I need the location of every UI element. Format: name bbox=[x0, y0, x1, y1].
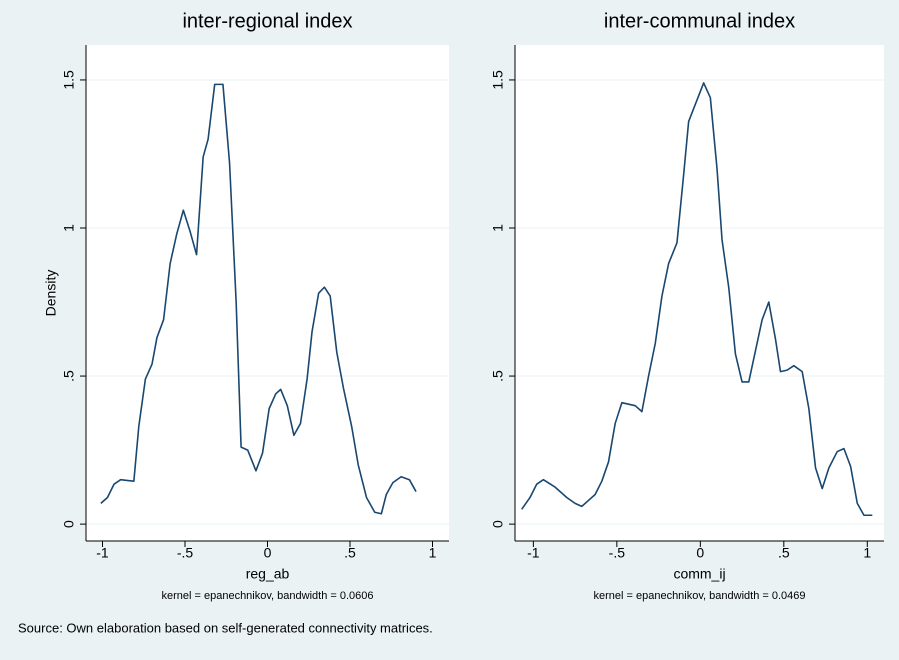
x-tick-label: .5 bbox=[778, 545, 790, 561]
x-tick-label: 1 bbox=[429, 545, 437, 561]
chart-note: kernel = epanechnikov, bandwidth = 0.046… bbox=[593, 590, 805, 602]
x-axis-title: reg_ab bbox=[246, 566, 290, 582]
x-tick-label: .5 bbox=[344, 545, 356, 561]
y-axis-title: Density bbox=[43, 270, 59, 317]
x-tick-label: 1 bbox=[863, 545, 871, 561]
y-tick-label: 0 bbox=[61, 520, 77, 528]
chart-note: kernel = epanechnikov, bandwidth = 0.060… bbox=[161, 590, 373, 602]
y-tick-label: .5 bbox=[490, 370, 506, 382]
x-axis-title: comm_ij bbox=[673, 566, 725, 582]
y-tick-label: 1.5 bbox=[490, 70, 506, 90]
y-tick-label: .5 bbox=[61, 370, 77, 382]
chart-title: inter-communal index bbox=[604, 10, 795, 32]
x-tick-label: -.5 bbox=[609, 545, 626, 561]
x-tick-label: 0 bbox=[264, 545, 272, 561]
x-tick-label: 0 bbox=[696, 545, 704, 561]
x-tick-label: -1 bbox=[96, 545, 109, 561]
y-tick-label: 1 bbox=[61, 224, 77, 232]
plot-area bbox=[86, 45, 449, 541]
source-note: Source: Own elaboration based on self-ge… bbox=[18, 620, 433, 635]
x-tick-label: -.5 bbox=[177, 545, 194, 561]
plot-area bbox=[515, 45, 884, 541]
density-line bbox=[100, 83, 417, 515]
chart-title: inter-regional index bbox=[182, 10, 352, 32]
y-tick-label: 0 bbox=[490, 520, 506, 528]
y-tick-label: 1.5 bbox=[61, 70, 77, 90]
x-tick-label: -1 bbox=[527, 545, 540, 561]
y-tick-label: 1 bbox=[490, 224, 506, 232]
density-line bbox=[521, 82, 873, 517]
